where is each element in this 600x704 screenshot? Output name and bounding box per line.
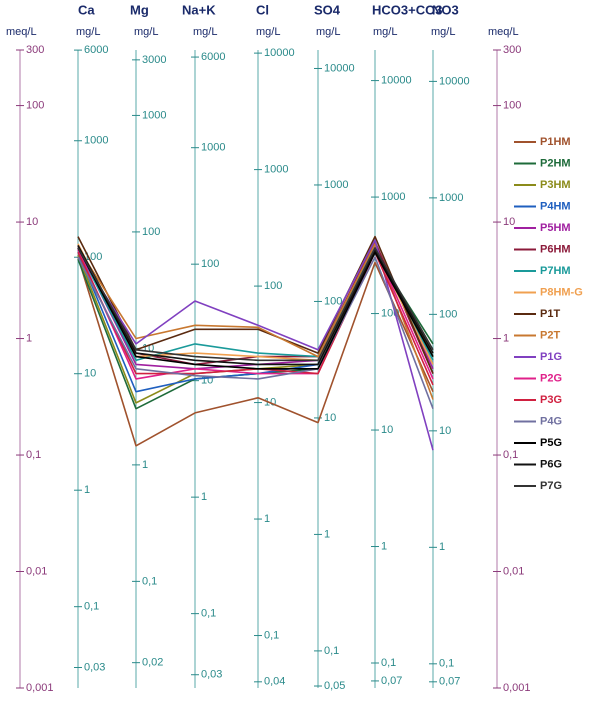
y-tick-label: 0,01 xyxy=(26,565,47,577)
legend-label: P1G xyxy=(540,351,562,363)
y2-tick-label: 300 xyxy=(503,44,521,56)
axis-unit: mg/L xyxy=(256,26,280,38)
axis-unit: mg/L xyxy=(373,26,397,38)
axis-unit: mg/L xyxy=(193,26,217,38)
species-tick-label: 100 xyxy=(264,280,282,292)
legend-label: P4HM xyxy=(540,200,571,212)
series-line xyxy=(77,243,434,400)
species-tick-label: 0,1 xyxy=(264,629,279,641)
species-tick-label: 10000 xyxy=(264,47,295,59)
legend-label: P8HM-G xyxy=(540,286,583,298)
species-tick-label: 1 xyxy=(324,528,330,540)
y2-tick-label: 1 xyxy=(503,332,509,344)
y2-tick-label: 0,01 xyxy=(503,565,524,577)
y2-tick-label: 100 xyxy=(503,99,521,111)
series-line xyxy=(77,239,434,451)
species-tick-label: 100 xyxy=(439,308,457,320)
y2-tick-label: 0,1 xyxy=(503,449,518,461)
species-tick-label: 0,1 xyxy=(142,575,157,587)
legend-label: P2T xyxy=(540,329,560,341)
legend-label: P6G xyxy=(540,458,562,470)
species-tick-label: 1000 xyxy=(324,179,348,191)
legend-label: P3G xyxy=(540,394,562,406)
axis-title: Ca xyxy=(78,2,95,17)
axis-title: HCO3+CO3 xyxy=(372,2,442,17)
series-line xyxy=(77,256,434,447)
species-tick-label: 1 xyxy=(84,484,90,496)
species-tick-label: 6000 xyxy=(84,44,108,56)
species-tick-label: 6000 xyxy=(201,51,225,63)
species-tick-label: 10000 xyxy=(439,75,470,87)
species-tick-label: 0,1 xyxy=(381,657,396,669)
series-line xyxy=(77,247,434,362)
species-tick-label: 1 xyxy=(201,491,207,503)
species-tick-label: 0,02 xyxy=(142,657,163,669)
species-tick-label: 0,1 xyxy=(201,608,216,620)
legend-label: P2G xyxy=(540,372,562,384)
species-tick-label: 0,03 xyxy=(84,661,105,673)
y-tick-label: 0,001 xyxy=(26,682,54,694)
legend-label: P7HM xyxy=(540,265,571,277)
y2-tick-label: 10 xyxy=(503,216,515,228)
species-tick-label: 1000 xyxy=(439,192,463,204)
species-tick-label: 100 xyxy=(201,258,219,270)
species-tick-label: 0,1 xyxy=(84,601,99,613)
species-tick-label: 1000 xyxy=(84,135,108,147)
species-tick-label: 100 xyxy=(84,251,102,263)
series-line xyxy=(77,256,434,409)
species-tick-label: 10 xyxy=(84,368,96,380)
species-tick-label: 1000 xyxy=(381,191,405,203)
axis-title: Cl xyxy=(256,2,269,17)
legend-label: P6HM xyxy=(540,243,571,255)
axis-unit: mg/L xyxy=(431,26,455,38)
y-tick-label: 10 xyxy=(26,216,38,228)
species-tick-label: 0,03 xyxy=(201,669,222,681)
legend-label: P2HM xyxy=(540,157,571,169)
axis-title: Na+K xyxy=(182,2,216,17)
species-tick-label: 1 xyxy=(142,459,148,471)
legend-label: P1HM xyxy=(540,136,571,148)
species-tick-label: 1000 xyxy=(142,109,166,121)
species-tick-label: 1 xyxy=(264,513,270,525)
legend-label: P1T xyxy=(540,308,560,320)
species-tick-label: 0,05 xyxy=(324,680,345,692)
species-tick-label: 10000 xyxy=(381,74,412,86)
legend-label: P7G xyxy=(540,480,562,492)
axis-unit: mg/L xyxy=(76,26,100,38)
species-tick-label: 10 xyxy=(439,425,451,437)
y-tick-label: 1 xyxy=(26,332,32,344)
species-tick-label: 10000 xyxy=(324,62,355,74)
species-tick-label: 10 xyxy=(381,424,393,436)
species-tick-label: 0,04 xyxy=(264,676,285,688)
y-tick-label: 300 xyxy=(26,44,44,56)
axis-title: SO4 xyxy=(314,2,341,17)
species-tick-label: 100 xyxy=(142,226,160,238)
y-tick-label: 0,1 xyxy=(26,449,41,461)
y-tick-label: 100 xyxy=(26,99,44,111)
axis-title: Mg xyxy=(130,2,149,17)
species-tick-label: 1 xyxy=(381,540,387,552)
axis-title: NO3 xyxy=(432,2,459,17)
legend-label: P5G xyxy=(540,437,562,449)
species-tick-label: 0,07 xyxy=(439,676,460,688)
legend-label: P5HM xyxy=(540,222,571,234)
species-tick-label: 3000 xyxy=(142,54,166,66)
y-axis-unit: meq/L xyxy=(6,26,37,38)
species-tick-label: 1000 xyxy=(201,142,225,154)
species-tick-label: 10 xyxy=(324,412,336,424)
species-tick-label: 0,1 xyxy=(439,658,454,670)
species-tick-label: 1 xyxy=(439,541,445,553)
species-tick-label: 100 xyxy=(324,295,342,307)
legend-label: P4G xyxy=(540,415,562,427)
species-tick-label: 0,1 xyxy=(324,645,339,657)
y2-tick-label: 0,001 xyxy=(503,682,531,694)
species-tick-label: 1000 xyxy=(264,164,288,176)
axis-unit: mg/L xyxy=(316,26,340,38)
legend-label: P3HM xyxy=(540,179,571,191)
species-tick-label: 0,07 xyxy=(381,675,402,687)
axis-unit: mg/L xyxy=(134,26,158,38)
series-line xyxy=(77,247,434,370)
y2-axis-unit: meq/L xyxy=(488,26,519,38)
